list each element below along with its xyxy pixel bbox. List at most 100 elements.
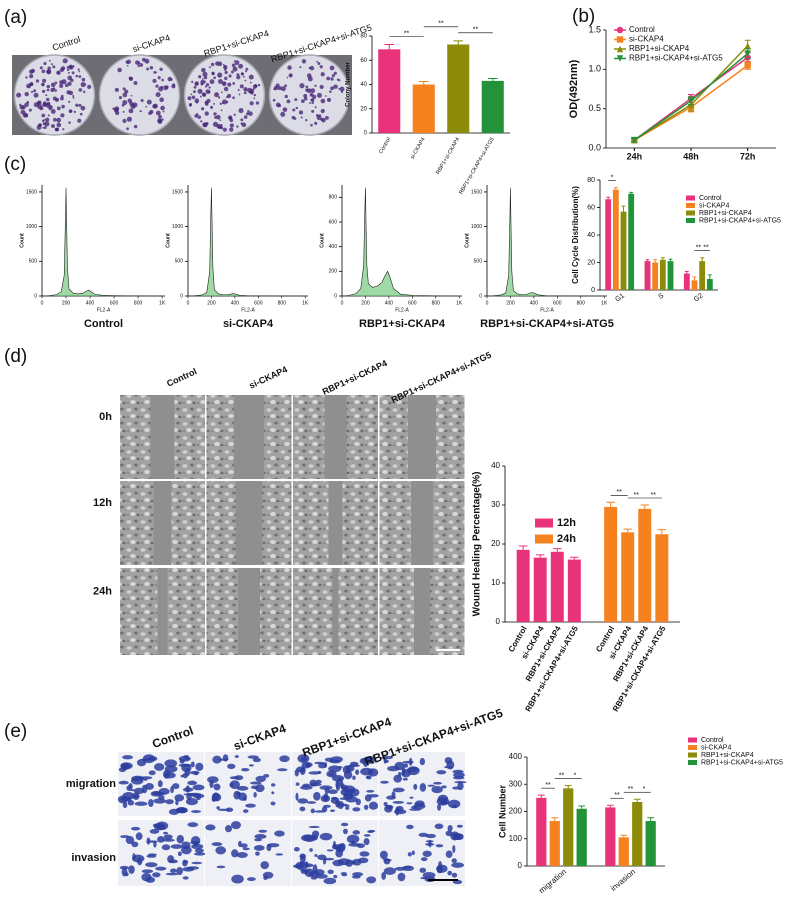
colony <box>54 81 58 85</box>
stained-cell <box>306 801 317 804</box>
y-tick-label: 0.5 <box>588 103 601 113</box>
stained-cell <box>408 766 419 772</box>
significance-label: ** <box>614 792 620 799</box>
x-tick-label: G2 <box>693 292 705 303</box>
colony <box>66 68 70 72</box>
colony <box>236 125 239 128</box>
colony <box>232 82 236 85</box>
bar <box>378 49 401 133</box>
stained-cell <box>425 843 435 846</box>
legend-swatch <box>688 737 697 743</box>
colony <box>288 73 293 78</box>
stained-cell <box>157 780 163 788</box>
bar <box>605 807 616 866</box>
colony <box>230 70 234 74</box>
stained-cell <box>356 843 365 849</box>
wound-gap <box>236 481 262 565</box>
colony <box>282 107 288 112</box>
stained-cell <box>363 758 368 767</box>
colony <box>299 66 302 69</box>
stained-cell <box>314 853 318 858</box>
stained-cell <box>436 770 447 775</box>
stained-cell <box>178 807 188 814</box>
colony <box>249 81 252 84</box>
stained-cell <box>182 867 195 872</box>
legend-label: Control <box>701 737 724 744</box>
stained-cell <box>326 849 334 852</box>
colony <box>213 76 216 80</box>
bar <box>691 280 698 290</box>
stained-cell <box>345 806 350 810</box>
colony <box>210 62 215 67</box>
stained-cell <box>211 842 223 847</box>
colony <box>200 120 203 123</box>
colony <box>314 121 318 125</box>
colony <box>320 72 325 77</box>
colony <box>193 90 196 94</box>
colony <box>87 84 92 89</box>
stained-cell <box>149 828 160 834</box>
colony <box>238 63 244 69</box>
colony <box>78 75 82 78</box>
y-axis-label: Count <box>464 233 470 248</box>
stained-cell <box>153 798 167 804</box>
stained-cell <box>158 794 165 800</box>
x-tick-label: migration <box>537 867 568 895</box>
colony <box>188 103 193 107</box>
stained-cell <box>177 851 182 857</box>
colony <box>243 91 247 95</box>
chart-title: RBP1+si-CKAP4+si-ATG5 <box>480 318 614 330</box>
stained-cell <box>122 755 134 760</box>
stained-cell <box>340 782 345 790</box>
colony <box>60 113 65 118</box>
colony <box>208 86 211 89</box>
colony <box>59 83 64 88</box>
stained-cell <box>383 867 396 875</box>
colony <box>61 79 67 85</box>
bar <box>706 279 713 290</box>
x-tick-label: 600 <box>254 300 263 306</box>
x-axis-label: FL2-A <box>395 307 409 313</box>
y-tick-label: 600 <box>329 219 338 225</box>
colony <box>55 128 59 131</box>
error-bar <box>453 40 464 45</box>
colony <box>33 89 37 93</box>
stained-cell <box>447 799 461 809</box>
colony <box>241 122 247 128</box>
stained-cell <box>413 802 426 810</box>
y-axis-label: Cell Number <box>497 784 507 838</box>
stained-cell <box>182 876 189 880</box>
stained-cell <box>383 858 391 865</box>
colony <box>338 87 340 90</box>
colony <box>222 102 225 104</box>
bar <box>667 261 674 290</box>
stained-cell <box>453 772 465 778</box>
wound-gap <box>408 395 436 479</box>
colony <box>194 114 198 118</box>
colony <box>317 62 321 65</box>
colony <box>41 69 46 74</box>
colony <box>220 91 223 94</box>
colony <box>209 79 215 85</box>
stained-cell <box>253 845 265 851</box>
x-tick-label: 72h <box>740 151 756 161</box>
stained-cell <box>133 795 139 798</box>
colony <box>320 108 325 114</box>
stained-cell <box>157 835 165 843</box>
colony <box>200 82 204 86</box>
significance-label: ** <box>696 245 702 252</box>
marker <box>616 45 624 53</box>
stained-cell <box>366 876 377 884</box>
x-tick-label: 600 <box>408 300 417 306</box>
stained-cell <box>425 840 434 843</box>
colony <box>46 84 51 89</box>
colony <box>247 110 250 113</box>
colony <box>50 108 56 114</box>
colony <box>68 121 71 124</box>
stained-cell <box>191 861 203 865</box>
stained-cell <box>293 846 300 852</box>
stained-cell <box>164 759 178 768</box>
stained-cell <box>332 859 344 867</box>
stained-cell <box>213 783 221 791</box>
stained-cell <box>295 792 299 801</box>
